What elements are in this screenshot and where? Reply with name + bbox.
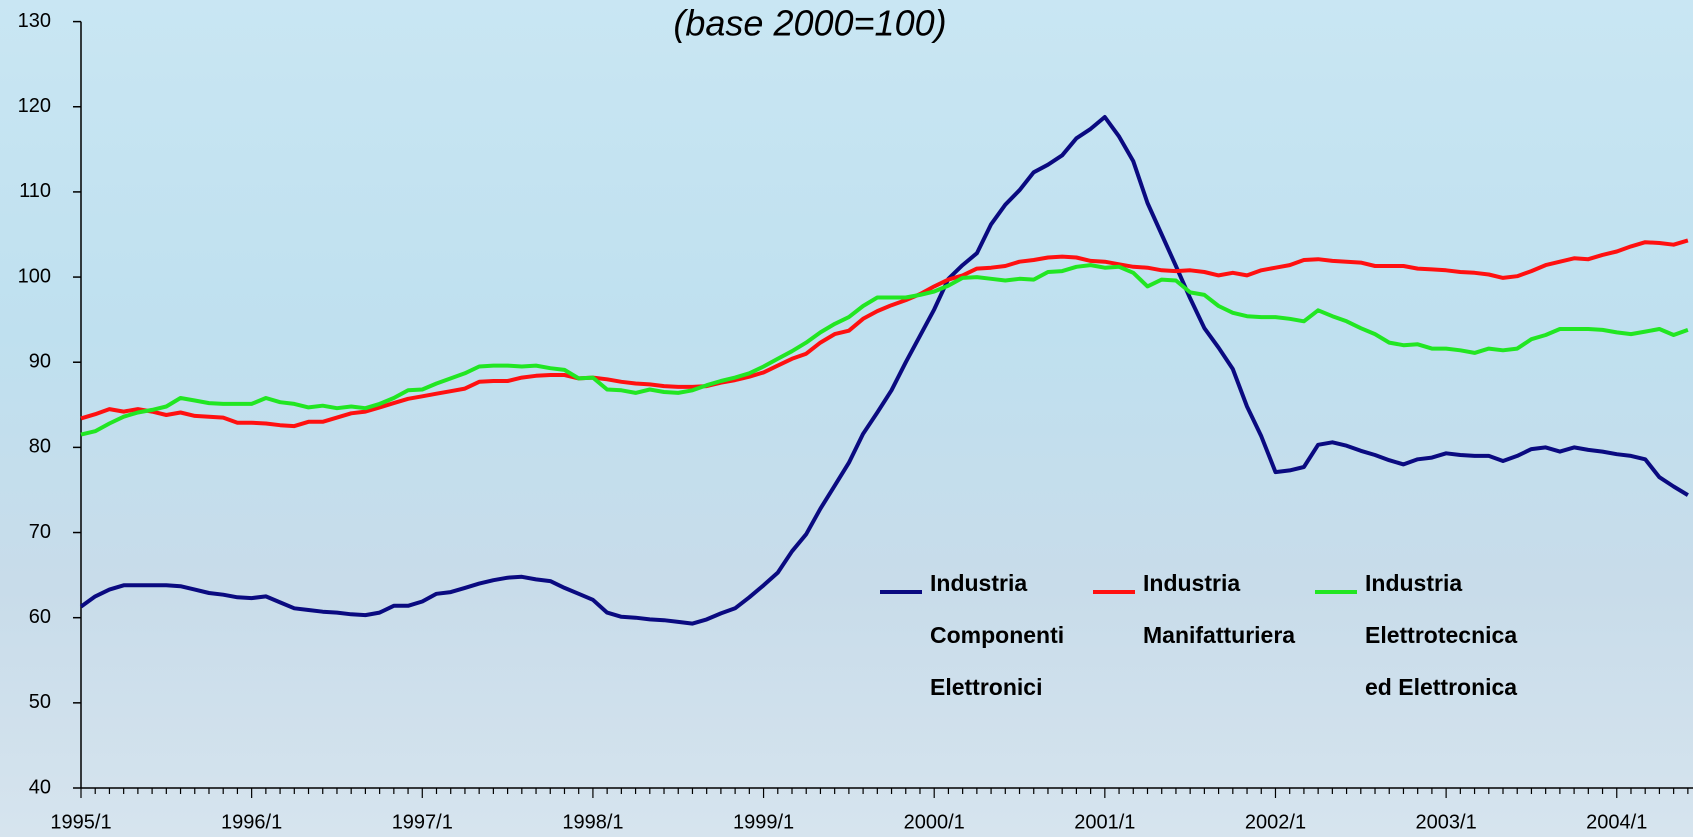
chart-title: (base 2000=100)	[673, 3, 946, 44]
x-tick-label: 2001/1	[1074, 811, 1135, 833]
series-line	[80, 238, 1689, 429]
x-tick-label: 2004/1	[1586, 811, 1647, 833]
x-tick-label: 2003/1	[1416, 811, 1477, 833]
legend-label: Industria Componenti Elettronici	[930, 570, 1064, 700]
x-tick-label: 2000/1	[904, 811, 965, 833]
x-tick-label: 1996/1	[221, 811, 282, 833]
y-tick-label: 50	[29, 691, 51, 713]
y-tick-label: 90	[29, 351, 51, 373]
y-tick-label: 100	[18, 265, 51, 287]
x-tick-label: 1995/1	[50, 811, 111, 833]
y-tick-label: 40	[29, 776, 51, 798]
series-line	[79, 115, 1689, 626]
legend-label: Industria Manifatturiera	[1143, 570, 1295, 648]
series-line	[80, 263, 1689, 437]
y-tick-label: 110	[19, 180, 51, 202]
y-tick-label: 70	[29, 521, 51, 543]
y-tick-label: 80	[29, 436, 51, 458]
y-tick-label: 60	[29, 606, 51, 628]
y-tick-label: 120	[18, 95, 51, 117]
y-tick-label: 130	[18, 10, 51, 32]
x-tick-label: 1997/1	[392, 811, 453, 833]
x-tick-label: 1999/1	[733, 811, 794, 833]
x-tick-label: 1998/1	[562, 811, 623, 833]
x-tick-label: 2002/1	[1245, 811, 1306, 833]
legend-label: Industria Elettrotecnica ed Elettronica	[1365, 570, 1517, 700]
